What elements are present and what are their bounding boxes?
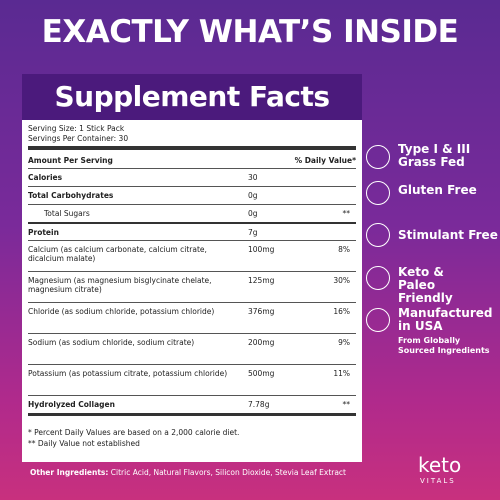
daily-value: 30% [333, 276, 350, 285]
serving-size: Serving Size: 1 Stick Pack [28, 124, 125, 133]
icon [366, 266, 390, 290]
feature: Type I & III Grass Fed [398, 142, 471, 169]
feature: Manufactured in USA [398, 306, 493, 333]
rule [28, 413, 356, 416]
amount: 7.78g [248, 400, 270, 409]
amount: 100mg [248, 245, 275, 254]
daily-value: 9% [338, 338, 350, 347]
nutrient-name: Total Carbohydrates [28, 191, 114, 200]
nutrient-name: Protein [28, 228, 59, 237]
headline: EXACTLY WHAT’S INSIDE [41, 14, 459, 50]
amount: 125mg [248, 276, 275, 285]
nutrient-name: Calories [28, 173, 63, 182]
amount: 500mg [248, 369, 275, 378]
facts-panel: Supplement Facts Serving Size: 1 Stick P… [22, 74, 362, 462]
nutrient-name: Chloride (as sodium chloride, potassium … [28, 307, 215, 316]
amount: 0g [248, 209, 258, 218]
col-amount: Amount Per Serving [28, 156, 113, 165]
feature: Keto & Paleo Friendly [398, 265, 453, 305]
rule [28, 146, 356, 150]
daily-value: 16% [333, 307, 350, 316]
amount: 376mg [248, 307, 275, 316]
nutrient-row: Calcium (as calcium carbonate, calcium c… [28, 240, 356, 272]
icon [366, 145, 390, 169]
footnote: ** Daily Value not established [28, 439, 140, 448]
icon [366, 181, 390, 205]
nutrient-row: Potassium (as potassium citrate, potassi… [28, 364, 356, 396]
nutrient-row: Protein 7g [28, 222, 356, 242]
nutrient-name: Calcium (as calcium carbonate, calcium c… [28, 245, 207, 263]
nutrient-name: Sodium (as sodium chloride, sodium citra… [28, 338, 195, 347]
brand: keto [418, 453, 462, 477]
nutrient-row: Total Sugars 0g ** [28, 204, 356, 223]
daily-value: 8% [338, 245, 350, 254]
footnote: * Percent Daily Values are based on a 2,… [28, 428, 240, 437]
nutrient-name: Hydrolyzed Collagen [28, 400, 115, 409]
label: Other Ingredients: [30, 468, 109, 477]
nutrient-name: Potassium (as potassium citrate, potassi… [28, 369, 228, 378]
nutrient-name: Total Sugars [44, 209, 90, 218]
brand-tagline: VITALS [420, 477, 456, 485]
feature: Stimulant Free [398, 228, 498, 242]
nutrient-row: Total Carbohydrates 0g [28, 186, 356, 205]
nutrient-row: Hydrolyzed Collagen 7.78g ** [28, 395, 356, 414]
feature: Gluten Free [398, 183, 477, 197]
amount: 7g [248, 228, 258, 237]
nutrient-row: Chloride (as sodium chloride, potassium … [28, 302, 356, 334]
servings: Servings Per Container: 30 [28, 134, 129, 143]
nutrient-row: Sodium (as sodium chloride, sodium citra… [28, 333, 356, 365]
nutrient-name: Magnesium (as magnesium bisglycinate che… [28, 276, 212, 294]
text: Citric Acid, Natural Flavors, Silicon Di… [110, 468, 346, 477]
icon [366, 308, 390, 332]
feature-subtitle: From Globally Sourced Ingredients [398, 336, 490, 355]
panel-title: Supplement Facts [22, 74, 362, 120]
amount: 30 [248, 173, 258, 182]
nutrient-row: Magnesium (as magnesium bisglycinate che… [28, 271, 356, 303]
daily-value: ** [342, 400, 351, 409]
other-ingredients: Other Ingredients: Citric Acid, Natural … [30, 468, 346, 477]
amount: 0g [248, 191, 258, 200]
amount: 200mg [248, 338, 275, 347]
icon [366, 223, 390, 247]
nutrient-row: Calories 30 [28, 168, 356, 187]
col-dv: % Daily Value* [294, 156, 356, 165]
daily-value: ** [342, 209, 351, 218]
daily-value: 11% [333, 369, 350, 378]
